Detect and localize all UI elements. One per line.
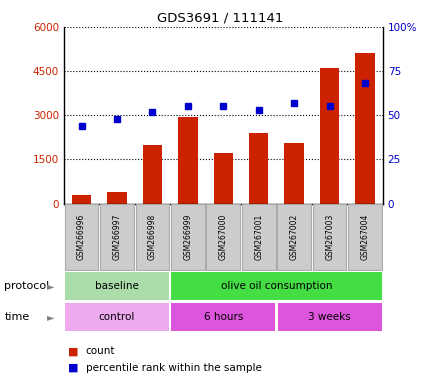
Bar bbox=[171, 303, 275, 331]
Bar bbox=[107, 192, 127, 204]
Text: ■: ■ bbox=[68, 363, 79, 373]
Bar bbox=[213, 154, 233, 204]
Text: GSM267002: GSM267002 bbox=[290, 214, 299, 260]
Bar bbox=[313, 204, 346, 270]
Text: 6 hours: 6 hours bbox=[204, 312, 243, 322]
Bar bbox=[320, 68, 339, 204]
Bar bbox=[348, 204, 382, 270]
Bar bbox=[171, 204, 205, 270]
Text: count: count bbox=[86, 346, 115, 356]
Bar bbox=[65, 204, 99, 270]
Text: GSM266999: GSM266999 bbox=[183, 214, 192, 260]
Bar bbox=[171, 272, 382, 300]
Bar bbox=[249, 134, 268, 204]
Bar bbox=[277, 204, 311, 270]
Text: GSM267003: GSM267003 bbox=[325, 214, 334, 260]
Text: ■: ■ bbox=[68, 346, 79, 356]
Bar bbox=[100, 204, 134, 270]
Bar bbox=[143, 145, 162, 204]
Text: percentile rank within the sample: percentile rank within the sample bbox=[86, 363, 262, 373]
Text: ►: ► bbox=[47, 312, 55, 322]
Bar bbox=[136, 204, 169, 270]
Text: GSM267000: GSM267000 bbox=[219, 214, 228, 260]
Text: GSM267001: GSM267001 bbox=[254, 214, 263, 260]
Bar bbox=[206, 204, 240, 270]
Text: protocol: protocol bbox=[4, 281, 50, 291]
Text: control: control bbox=[99, 312, 135, 322]
Bar bbox=[356, 53, 375, 204]
Text: GSM267004: GSM267004 bbox=[360, 214, 370, 260]
Text: ►: ► bbox=[47, 281, 55, 291]
Text: 3 weeks: 3 weeks bbox=[308, 312, 351, 322]
Bar bbox=[284, 143, 304, 204]
Text: GSM266998: GSM266998 bbox=[148, 214, 157, 260]
Bar bbox=[65, 272, 169, 300]
Text: baseline: baseline bbox=[95, 281, 139, 291]
Bar bbox=[72, 195, 91, 204]
Text: time: time bbox=[4, 312, 29, 322]
Text: olive oil consumption: olive oil consumption bbox=[221, 281, 332, 291]
Bar bbox=[65, 303, 169, 331]
Bar bbox=[242, 204, 275, 270]
Text: GDS3691 / 111141: GDS3691 / 111141 bbox=[157, 12, 283, 25]
Bar bbox=[178, 117, 198, 204]
Bar bbox=[278, 303, 382, 331]
Text: GSM266996: GSM266996 bbox=[77, 214, 86, 260]
Text: GSM266997: GSM266997 bbox=[113, 214, 121, 260]
